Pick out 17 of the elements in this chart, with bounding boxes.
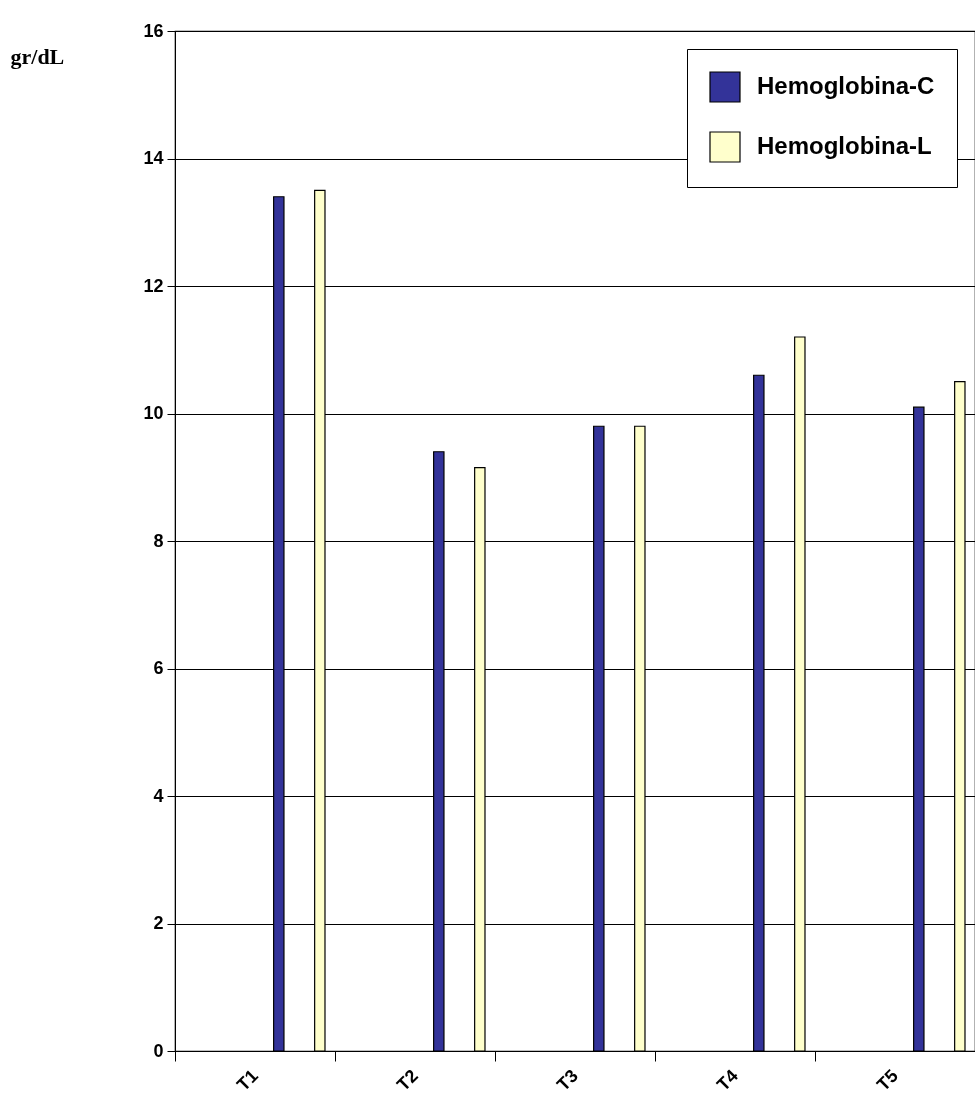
legend-label: Hemoglobina-L	[757, 132, 932, 159]
y-tick-label: 2	[153, 913, 164, 933]
legend-label: Hemoglobina-C	[757, 72, 935, 99]
y-tick-label: 14	[143, 148, 164, 168]
x-tick-label: T2	[392, 1065, 422, 1095]
y-tick-label: 4	[153, 785, 164, 806]
y-axis-title: gr/dL	[10, 43, 65, 69]
y-tick-label: 8	[153, 530, 164, 551]
y-tick-label: 0	[153, 1040, 164, 1061]
y-tick-label: 10	[143, 403, 164, 423]
y-tick-label: 12	[143, 275, 164, 296]
x-tick-label: T1	[232, 1065, 262, 1095]
x-tick-label: T3	[552, 1065, 582, 1095]
y-tick-label: 6	[153, 658, 164, 678]
x-tick-label: T4	[712, 1065, 742, 1095]
x-tick-label: T5	[872, 1065, 902, 1095]
y-tick-label: 16	[143, 20, 164, 41]
